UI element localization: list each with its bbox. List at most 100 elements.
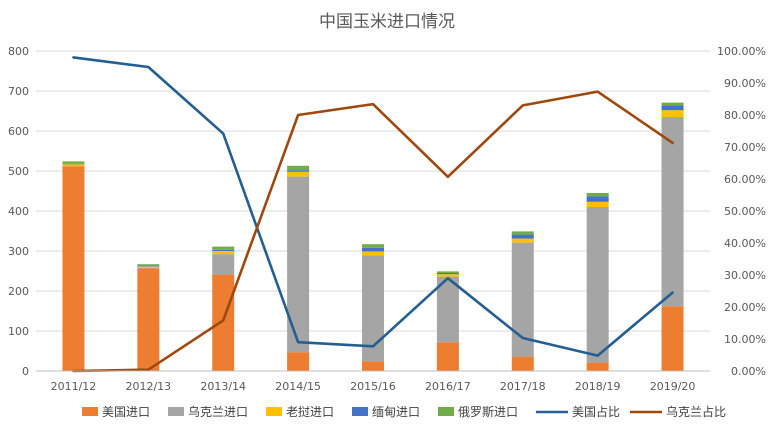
legend-label: 老挝进口 xyxy=(286,405,334,419)
y-tick-label: 0 xyxy=(22,365,29,378)
y-tick-label: 100 xyxy=(8,325,29,338)
y2-tick-label: 100.00% xyxy=(717,45,766,58)
y2-tick-label: 90.00% xyxy=(724,77,766,90)
y-tick-label: 400 xyxy=(8,205,29,218)
bar-segment xyxy=(137,267,160,269)
legend: 美国进口 乌克兰进口 老挝进口 缅甸进口 俄罗斯进口 美国占比 乌克兰占比 xyxy=(82,404,726,419)
bar-segment xyxy=(661,117,684,307)
bar-segment xyxy=(212,274,235,371)
legend-item: 美国占比 xyxy=(536,404,620,419)
bar-segment xyxy=(362,361,384,371)
bar-segment xyxy=(511,234,534,239)
x-tick-label: 2017/18 xyxy=(500,380,546,393)
bar-series xyxy=(62,102,684,371)
y2-tick-label: 50.00% xyxy=(724,205,766,218)
bar-segment xyxy=(287,352,310,371)
bar-segment xyxy=(137,264,160,267)
legend-swatch xyxy=(352,407,368,416)
bar-segment xyxy=(586,196,609,202)
legend-item: 缅甸进口 xyxy=(352,405,420,419)
bar-segment xyxy=(137,268,160,371)
bar-segment xyxy=(137,266,160,267)
bar-segment xyxy=(661,102,684,106)
legend-swatch xyxy=(438,407,454,416)
bar-segment xyxy=(137,266,160,268)
bar-segment xyxy=(586,193,609,197)
bar-segment xyxy=(362,255,384,362)
bar-segment xyxy=(212,249,235,251)
x-tick-label: 2016/17 xyxy=(425,380,471,393)
x-tick-label: 2014/15 xyxy=(275,380,321,393)
y2-tick-label: 20.00% xyxy=(724,301,766,314)
legend-label: 缅甸进口 xyxy=(372,405,420,419)
y2-tick-label: 10.00% xyxy=(724,333,766,346)
legend-item: 乌克兰进口 xyxy=(168,404,248,419)
bar-segment xyxy=(62,166,85,371)
legend-label: 美国占比 xyxy=(572,404,620,419)
bar-segment xyxy=(586,201,609,207)
y-tick-label: 300 xyxy=(8,245,29,258)
y2-tick-label: 0.00% xyxy=(731,365,766,378)
bar-segment xyxy=(586,207,609,363)
bar-segment xyxy=(661,105,684,111)
y-tick-label: 600 xyxy=(8,125,29,138)
y-tick-label: 200 xyxy=(8,285,29,298)
legend-swatch xyxy=(168,407,184,416)
bar-segment xyxy=(511,356,534,371)
x-tick-label: 2013/14 xyxy=(200,380,246,393)
bar-segment xyxy=(62,163,85,165)
bar-segment xyxy=(436,271,459,273)
bar-segment xyxy=(436,274,459,277)
legend-label: 乌克兰进口 xyxy=(188,404,248,419)
legend-label: 乌克兰占比 xyxy=(666,404,726,419)
bar-segment xyxy=(436,276,459,343)
chart-title: 中国玉米进口情况 xyxy=(319,12,455,32)
y2-tick-label: 40.00% xyxy=(724,237,766,250)
series-line xyxy=(72,90,674,373)
bar-segment xyxy=(212,246,235,250)
bar-segment xyxy=(212,254,235,275)
x-tick-label: 2011/12 xyxy=(51,380,97,393)
legend-label: 美国进口 xyxy=(102,405,150,419)
y2-tick-label: 30.00% xyxy=(724,269,766,282)
x-tick-label: 2018/19 xyxy=(575,380,621,393)
bar-segment xyxy=(62,164,85,167)
bar-segment xyxy=(436,342,459,371)
x-tick-label: 2015/16 xyxy=(350,380,396,393)
y-tick-label: 700 xyxy=(8,85,29,98)
bar-segment xyxy=(287,171,310,177)
x-tick-label: 2012/13 xyxy=(125,380,171,393)
bar-segment xyxy=(362,247,384,252)
x-tick-label: 2019/20 xyxy=(650,380,696,393)
bar-segment xyxy=(287,165,310,171)
bar-segment xyxy=(212,251,235,255)
bar-segment xyxy=(661,306,684,371)
legend-swatch xyxy=(266,407,282,416)
legend-label: 俄罗斯进口 xyxy=(458,405,518,419)
bar-segment xyxy=(511,242,534,357)
bar-segment xyxy=(287,170,310,172)
series-line xyxy=(72,56,674,357)
axes: 0 100 200 300 400 500 600 700 800 0.00% 10.00% 20.0… xyxy=(8,45,766,393)
bar-segment xyxy=(436,273,459,275)
bar-segment xyxy=(586,362,609,371)
y-tick-label: 500 xyxy=(8,165,29,178)
bar-segment xyxy=(362,244,384,248)
legend-item: 乌克兰占比 xyxy=(630,404,726,419)
bar-segment xyxy=(62,161,85,164)
bar-segment xyxy=(511,238,534,243)
bar-segment xyxy=(661,110,684,117)
bar-segment xyxy=(287,176,310,353)
legend-item: 美国进口 xyxy=(82,405,150,419)
legend-item: 俄罗斯进口 xyxy=(438,405,518,419)
y2-tick-label: 70.00% xyxy=(724,141,766,154)
y-tick-label: 800 xyxy=(8,45,29,58)
legend-swatch xyxy=(82,407,98,416)
y2-tick-label: 60.00% xyxy=(724,173,766,186)
line-series xyxy=(72,56,674,373)
bar-segment xyxy=(511,231,534,235)
y2-tick-label: 80.00% xyxy=(724,109,766,122)
legend-item: 老挝进口 xyxy=(266,405,334,419)
